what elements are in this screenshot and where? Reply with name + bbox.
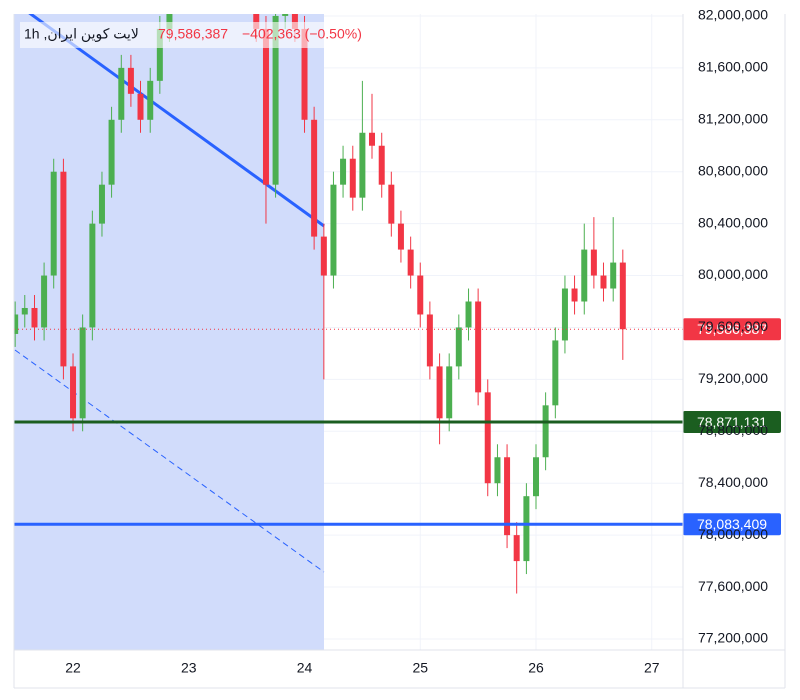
y-tick-label: 78,800,000: [698, 422, 768, 438]
candle-body: [388, 184, 395, 224]
price-lines: 79,586,387 78,871,131 78,083,409: [14, 318, 781, 536]
price-label: 78,871,131: [697, 414, 767, 430]
candle-body: [533, 457, 540, 497]
price-label: 78,083,409: [697, 516, 767, 532]
x-tick-label: 26: [528, 660, 544, 676]
candle-body: [619, 262, 626, 330]
candle-body: [127, 67, 134, 94]
candle-body: [610, 262, 617, 289]
price-change: −402,363 (−0.50%): [242, 26, 362, 42]
candle-body: [320, 236, 327, 276]
y-tick-label: 78,400,000: [698, 474, 768, 490]
y-tick-label: 80,800,000: [698, 162, 768, 178]
candle-body: [21, 307, 28, 315]
y-tick-label: 77,600,000: [698, 578, 768, 594]
candle-body: [311, 119, 318, 237]
candle-body: [513, 535, 520, 562]
candle-body: [397, 223, 404, 250]
candle-body: [446, 366, 453, 419]
y-tick-label: 78,000,000: [698, 526, 768, 542]
candle-body: [407, 249, 414, 276]
candle-body: [581, 249, 588, 302]
candle-body: [552, 340, 559, 406]
candle-body: [79, 327, 86, 419]
price-label-box: [683, 318, 781, 341]
candles: [14, 14, 626, 594]
candle-body: [282, 14, 289, 16]
candle-body: [417, 275, 424, 315]
x-tick-label: 22: [65, 660, 81, 676]
y-tick-label: 79,200,000: [698, 370, 768, 386]
price-label: 79,586,387: [697, 321, 767, 337]
candle-body: [31, 307, 38, 328]
candle-body: [571, 288, 578, 302]
candle-body: [349, 158, 356, 198]
x-tick-label: 27: [644, 660, 660, 676]
price-label-box: [683, 513, 781, 536]
candle-body: [436, 366, 443, 419]
candle-body: [523, 496, 530, 562]
x-tick-label: 24: [297, 660, 313, 676]
candle-body: [70, 366, 77, 419]
candle-body: [156, 28, 163, 81]
candle-body: [166, 14, 173, 29]
candle-body: [368, 132, 375, 146]
candle-body: [14, 314, 19, 334]
channel-line: [14, 349, 325, 573]
candle-body: [494, 457, 501, 484]
candle-body: [600, 275, 607, 289]
candle-body: [330, 184, 337, 276]
candle-body: [272, 15, 279, 185]
candle-body: [455, 327, 462, 367]
candle-body: [590, 249, 597, 276]
candle-body: [262, 28, 269, 185]
x-tick-label: 23: [181, 660, 197, 676]
candle-body: [359, 132, 366, 198]
candle-body: [118, 67, 125, 120]
candle-body: [137, 93, 144, 120]
candle-body: [147, 80, 154, 120]
legend-backdrop: [20, 22, 382, 48]
candle-body: [484, 392, 491, 484]
symbol-title: لایت کوین ایران, 1h: [24, 26, 139, 43]
y-tick-label: 80,000,000: [698, 266, 768, 282]
candle-body: [475, 301, 482, 393]
candle-body: [542, 405, 549, 458]
candle-body: [60, 171, 67, 367]
candle-body: [426, 314, 433, 367]
candle-body: [89, 223, 96, 328]
candle-body: [253, 14, 260, 29]
x-tick-label: 25: [412, 660, 428, 676]
candle-body: [465, 301, 472, 328]
axes: 77,200,000 77,600,000 78,000,000 78,400,000…: [65, 7, 768, 676]
candle-body: [50, 171, 57, 276]
candle-body: [41, 275, 48, 328]
candle-body: [301, 28, 308, 120]
candle-body: [108, 119, 115, 185]
y-tick-label: 79,600,000: [698, 318, 768, 334]
candle-body: [378, 145, 385, 185]
y-tick-label: 82,000,000: [698, 7, 768, 23]
candle-body: [98, 184, 105, 224]
candle-body: [340, 158, 347, 185]
price-label-box: [683, 411, 781, 434]
candle-body: [561, 288, 568, 341]
y-tick-label: 81,200,000: [698, 110, 768, 126]
y-tick-label: 80,400,000: [698, 214, 768, 230]
y-tick-label: 81,600,000: [698, 59, 768, 75]
y-tick-label: 77,200,000: [698, 630, 768, 646]
last-price: 79,586,387: [158, 26, 228, 42]
candle-body: [504, 457, 511, 536]
candle-body: [291, 14, 298, 29]
